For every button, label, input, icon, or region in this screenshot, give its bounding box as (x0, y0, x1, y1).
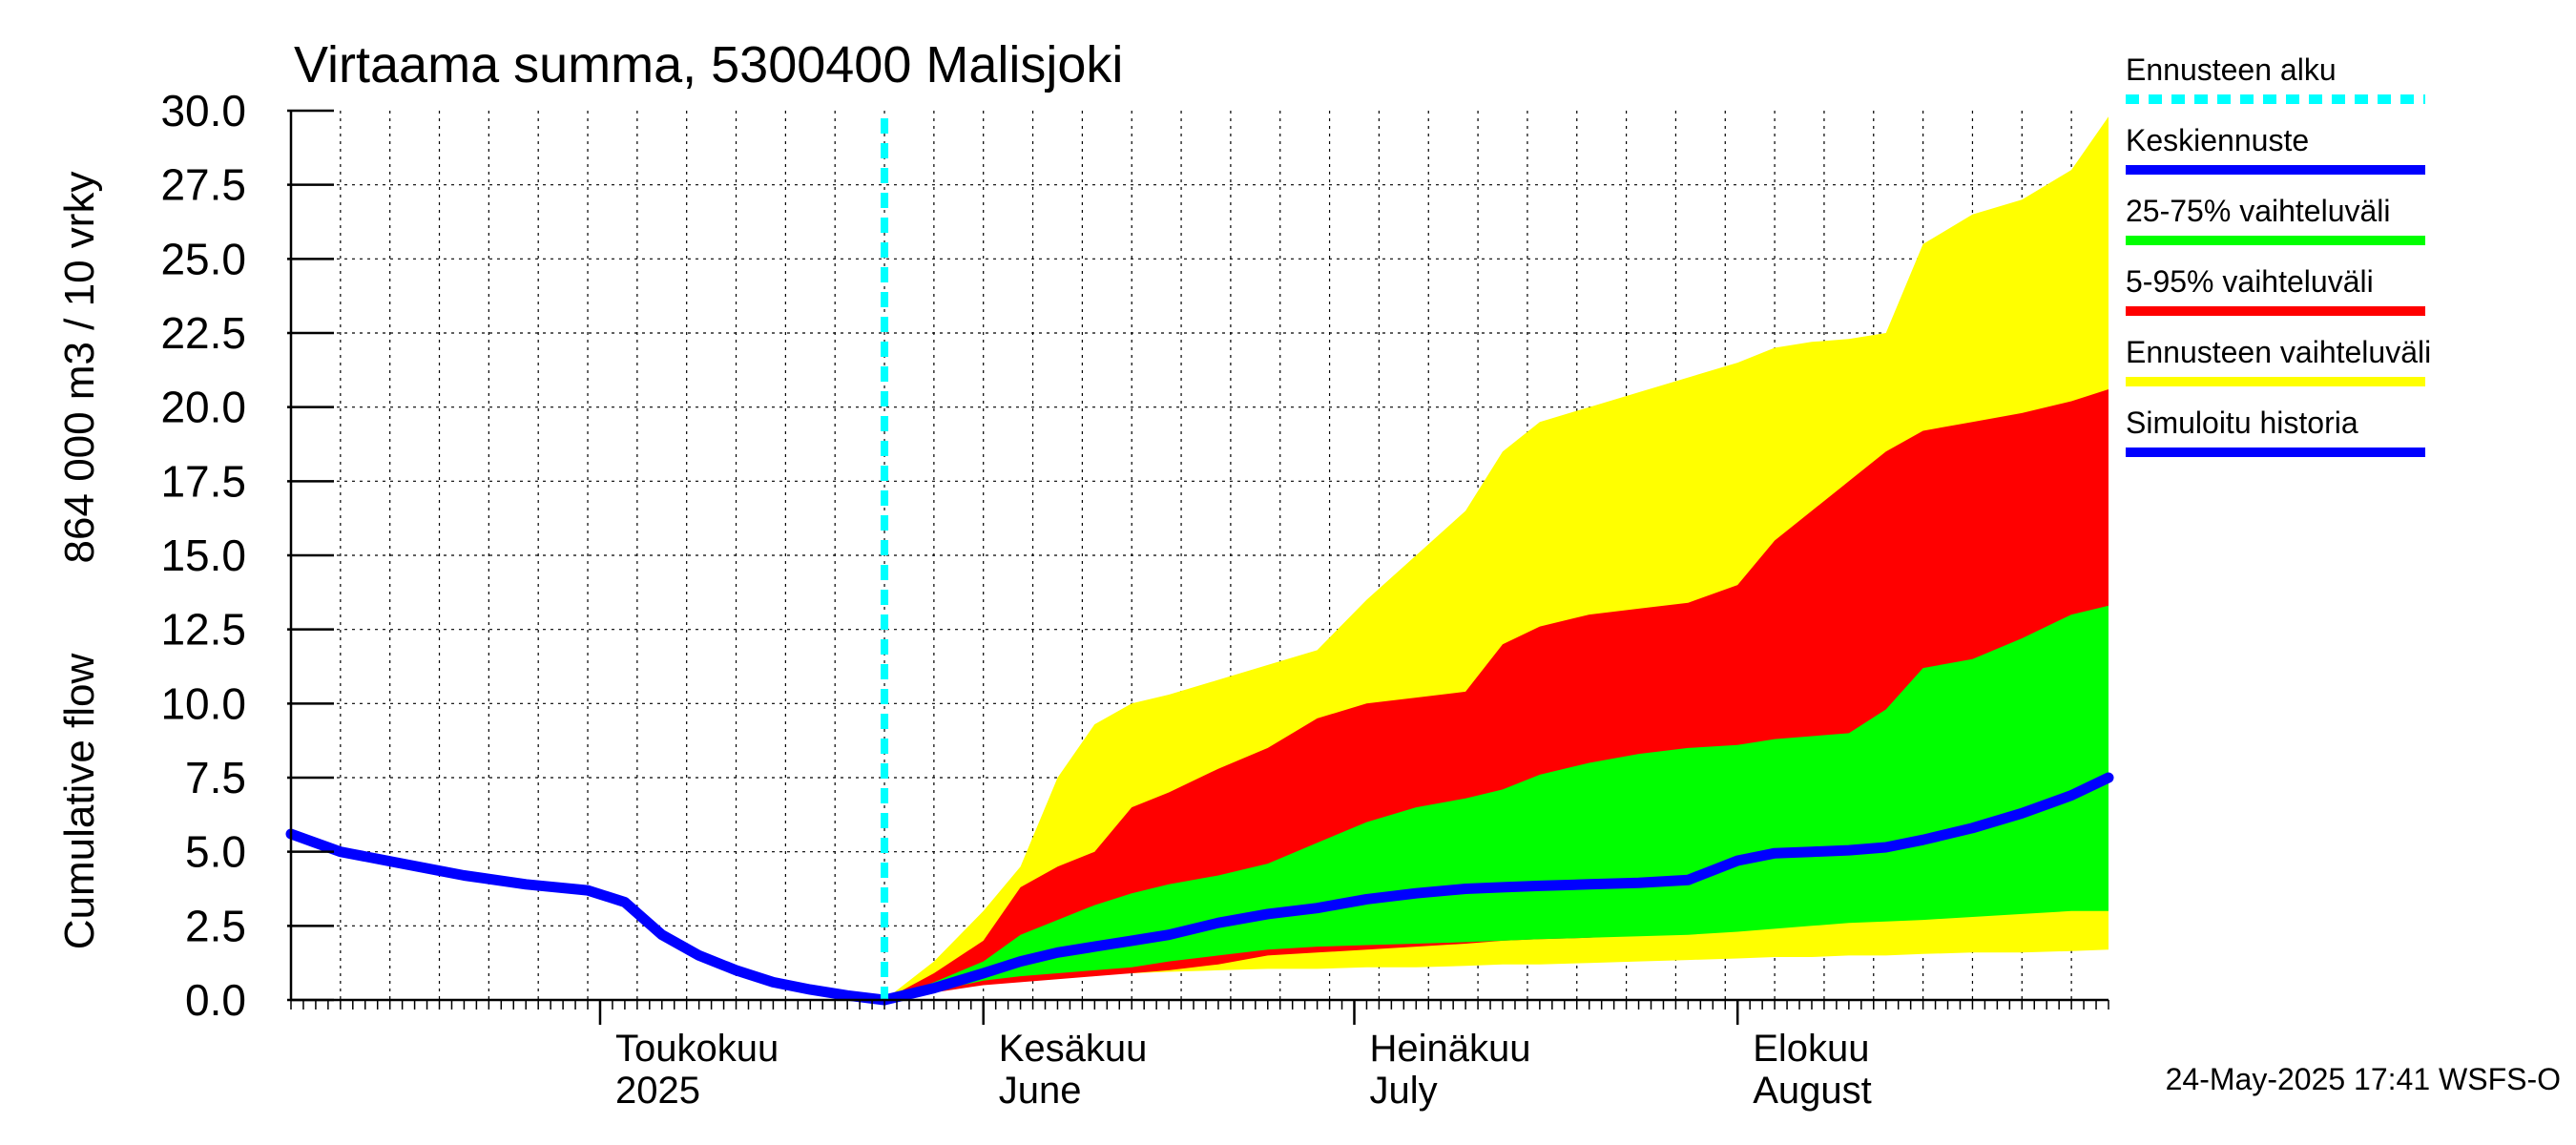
y-tick-label: 25.0 (160, 234, 246, 283)
median-forecast-line (879, 772, 2114, 1006)
y-tick-label: 22.5 (160, 308, 246, 358)
legend-label: Keskiennuste (2126, 123, 2309, 157)
x-tick-label-month: Heinäkuu (1369, 1028, 1530, 1070)
y-axis-label-cumulative: Cumulative flow (56, 654, 103, 950)
x-tick-label-month: Elokuu (1753, 1028, 1869, 1070)
x-tick-label-month: Kesäkuu (999, 1028, 1148, 1070)
y-tick-label: 27.5 (160, 160, 246, 210)
y-tick-label: 5.0 (185, 827, 246, 877)
x-tick-label-sub: August (1753, 1070, 1872, 1112)
footer-timestamp: 24-May-2025 17:41 WSFS-O (2166, 1062, 2561, 1096)
band-25-75-vaihteluv-li (884, 605, 2109, 1000)
y-tick-label: 10.0 (160, 678, 246, 728)
y-tick-label: 30.0 (160, 86, 246, 135)
legend: Ennusteen alku Keskiennuste 25-75% vaihtel… (2126, 52, 2431, 457)
history-line (285, 828, 890, 1006)
x-tick-label-sub: June (999, 1070, 1082, 1112)
y-tick-label: 17.5 (160, 456, 246, 506)
y-tick-label: 15.0 (160, 531, 246, 580)
legend-label: Ennusteen vaihteluväli (2126, 335, 2431, 369)
legend-label: 25-75% vaihteluväli (2126, 194, 2391, 228)
x-tick-label-month: Toukokuu (615, 1028, 779, 1070)
x-tick-label-sub: July (1369, 1070, 1437, 1112)
plot-area: 0.0 2.5 5.0 7.5 10.0 12.5 15.0 17.5 20.0 22.5 25.0… (160, 86, 2114, 1112)
y-tick-label: 0.0 (185, 975, 246, 1025)
x-tick-label-sub: 2025 (615, 1070, 700, 1112)
y-axis-label-unit: 864 000 m3 / 10 vrky (56, 172, 103, 564)
y-tick-label: 7.5 (185, 753, 246, 802)
chart-title: Virtaama summa, 5300400 Malisjoki (294, 36, 1123, 94)
legend-label: 5-95% vaihteluväli (2126, 264, 2374, 299)
legend-label: Ennusteen alku (2126, 52, 2337, 87)
y-tick-label: 12.5 (160, 605, 246, 655)
y-tick-label: 20.0 (160, 383, 246, 432)
legend-label: Simuloitu historia (2126, 406, 2358, 440)
y-tick-label: 2.5 (185, 901, 246, 950)
